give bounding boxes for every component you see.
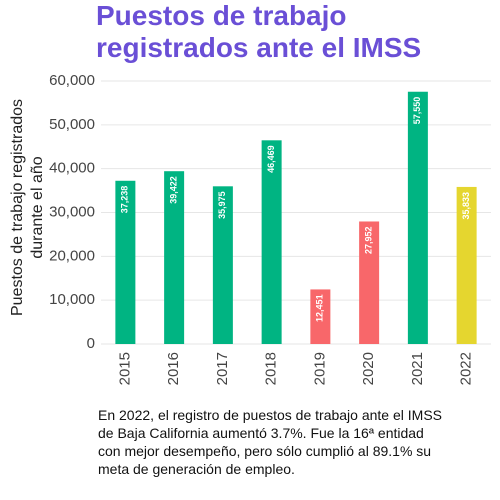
y-tick-label: 30,000 <box>49 203 95 220</box>
x-tick-label: 2019 <box>311 352 328 385</box>
x-tick-label: 2020 <box>360 352 377 385</box>
value-label: 12,451 <box>315 294 325 322</box>
bar <box>115 180 136 344</box>
value-label: 27,952 <box>364 226 374 254</box>
value-label: 46,469 <box>266 145 276 173</box>
bar <box>456 186 477 344</box>
y-tick-label: 40,000 <box>49 160 95 177</box>
y-axis-label: durante el año <box>29 156 46 258</box>
y-tick-label: 20,000 <box>49 247 95 264</box>
y-tick-label: 10,000 <box>49 291 95 308</box>
y-tick-label: 50,000 <box>49 116 95 133</box>
bar <box>164 171 185 344</box>
x-tick-label: 2022 <box>458 352 475 385</box>
value-label: 35,833 <box>461 192 471 220</box>
bar <box>261 140 282 344</box>
y-tick-label: 0 <box>87 335 95 352</box>
value-label: 39,422 <box>169 176 179 204</box>
x-tick-label: 2016 <box>165 352 182 385</box>
x-tick-label: 2017 <box>214 352 231 385</box>
y-axis-label: Puestos de trabajo registrados <box>9 99 26 316</box>
value-label: 57,550 <box>412 97 422 125</box>
y-tick-label: 60,000 <box>49 72 95 89</box>
value-label: 35,975 <box>217 191 227 219</box>
bar <box>310 289 331 344</box>
bar <box>407 91 428 344</box>
x-tick-label: 2018 <box>263 352 280 385</box>
x-tick-label: 2015 <box>116 352 133 385</box>
chart-title: Puestos de trabajo registrados ante el I… <box>96 0 422 63</box>
bar <box>359 221 380 344</box>
bar <box>212 186 233 344</box>
caption: En 2022, el registro de puestos de traba… <box>98 407 442 477</box>
value-label: 37,238 <box>120 186 130 214</box>
x-tick-label: 2021 <box>409 352 426 385</box>
